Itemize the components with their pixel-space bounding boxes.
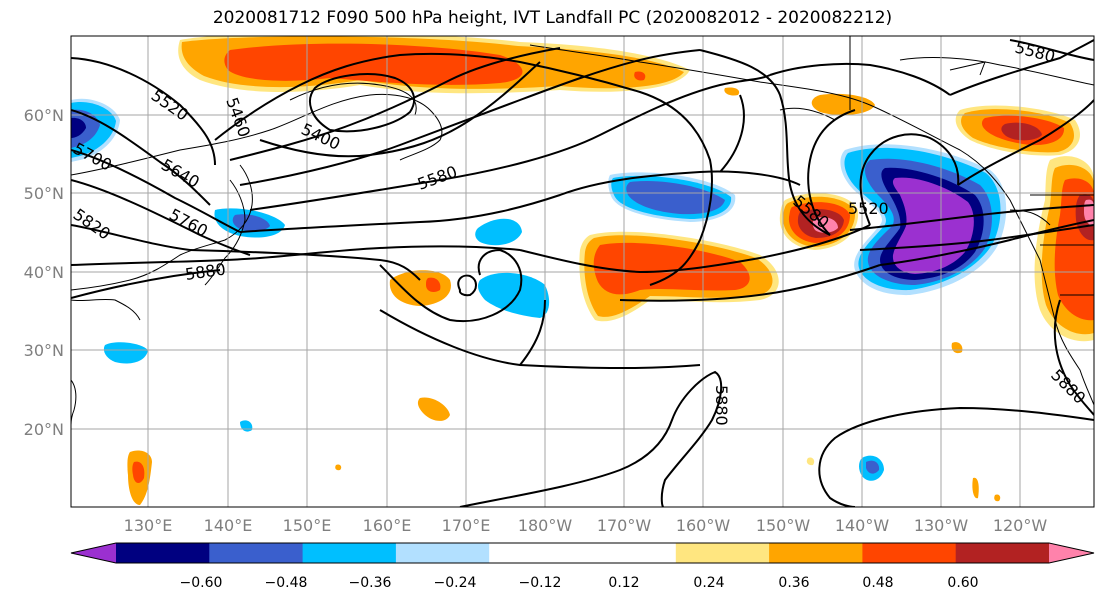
colorbar-segment — [769, 543, 863, 563]
colorbar-segment — [302, 543, 397, 563]
height-contours — [71, 39, 1094, 507]
lon-label: 160°W — [676, 516, 731, 535]
colorbar-tick-label: −0.24 — [434, 575, 477, 591]
map-title: 2020081712 F090 500 hPa height, IVT Land… — [212, 8, 893, 28]
lon-label: 130°W — [914, 516, 969, 535]
svg-text:5520: 5520 — [848, 199, 889, 218]
colorbar-tick-label: −0.12 — [519, 575, 562, 591]
colorbar-extend-max — [1049, 543, 1094, 563]
colorbar — [70, 542, 1095, 564]
colorbar-segment — [582, 543, 677, 563]
colorbar-segment — [955, 543, 1050, 563]
lat-label: 20°N — [24, 420, 64, 439]
colorbar-segment — [489, 543, 583, 563]
colorbar-tick-label: 0.24 — [693, 575, 724, 591]
colorbar-tick-labels: −0.60 −0.48 −0.36 −0.24 −0.12 0.12 0.24 … — [180, 575, 979, 591]
lon-label: 130°E — [124, 516, 173, 535]
lon-label: 180°W — [518, 516, 573, 535]
svg-text:5880: 5880 — [712, 385, 731, 426]
longitude-labels: 130°E 140°E 150°E 160°E 170°E 180°W 170°… — [124, 516, 1048, 535]
colorbar-segment — [675, 543, 770, 563]
colorbar-extend-min — [71, 543, 116, 563]
colorbar-tick-label: −0.36 — [349, 575, 392, 591]
lat-label: 50°N — [24, 184, 64, 203]
lon-label: 160°E — [363, 516, 412, 535]
latitude-labels: 60°N 50°N 40°N 30°N 20°N — [24, 106, 64, 439]
lat-label: 40°N — [24, 263, 64, 282]
lon-label: 170°E — [442, 516, 491, 535]
colorbar-segment — [116, 543, 210, 563]
lat-label: 60°N — [24, 106, 64, 125]
map-border — [70, 35, 1095, 508]
lat-label: 30°N — [24, 341, 64, 360]
colorbar-tick-label: 0.48 — [862, 575, 893, 591]
colorbar-segment — [395, 543, 490, 563]
lon-label: 170°W — [597, 516, 652, 535]
colorbar-tick-label: 0.12 — [608, 575, 639, 591]
lon-label: 140°W — [835, 516, 890, 535]
colorbar-tick-label: −0.48 — [265, 575, 308, 591]
lon-label: 150°W — [756, 516, 811, 535]
colorbar-tick-label: 0.60 — [947, 575, 978, 591]
colorbar-tick-label: 0.36 — [778, 575, 809, 591]
colorbar-tick-label: −0.60 — [180, 575, 223, 591]
colorbar-segment — [209, 543, 304, 563]
colorbar-outline — [70, 542, 1095, 564]
lon-label: 120°W — [993, 516, 1048, 535]
lon-label: 140°E — [204, 516, 253, 535]
lon-label: 150°E — [283, 516, 332, 535]
colorbar-segment — [862, 543, 957, 563]
